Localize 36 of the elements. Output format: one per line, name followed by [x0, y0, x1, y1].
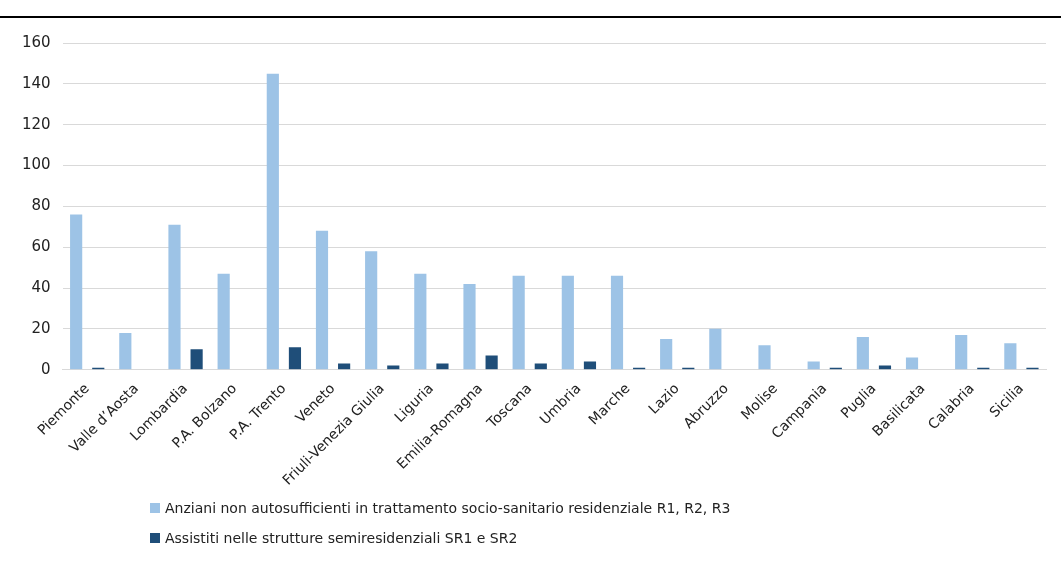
bar — [856, 337, 869, 370]
bar — [709, 328, 722, 370]
legend-label: Assistiti nelle strutture semiresidenziali SR1 e SR2 — [165, 530, 518, 546]
bar — [266, 73, 279, 370]
bar — [807, 361, 820, 370]
bar — [436, 363, 449, 370]
bar — [583, 361, 597, 370]
bar — [315, 230, 329, 370]
y-tick-label: 160 — [21, 32, 51, 51]
y-tick-label: 80 — [31, 196, 51, 215]
bar — [365, 251, 378, 370]
y-tick-label: 20 — [31, 318, 51, 337]
bar — [512, 275, 525, 370]
y-tick-label: 40 — [31, 277, 51, 296]
y-tick-label: 140 — [21, 73, 51, 92]
bar — [905, 357, 919, 370]
bar — [168, 224, 181, 370]
bar — [758, 345, 771, 370]
y-tick-label: 60 — [31, 237, 51, 256]
bar — [955, 334, 968, 370]
y-tick-label: 120 — [21, 114, 51, 133]
bar — [217, 273, 230, 370]
legend-label: Anziani non autosufficienti in trattamento socio-sanitario residenziale R1, R2, R3 — [165, 500, 731, 516]
bar — [463, 283, 476, 370]
y-tick-label: 0 — [41, 359, 51, 378]
bar — [190, 349, 203, 370]
bar — [660, 339, 673, 370]
bar — [288, 347, 302, 370]
bar — [485, 355, 498, 370]
bar — [414, 273, 427, 370]
bar — [561, 275, 574, 370]
y-tick-label: 100 — [21, 155, 51, 174]
bar — [70, 214, 83, 370]
bar — [1004, 343, 1017, 370]
bar — [610, 275, 624, 370]
bar — [119, 332, 132, 370]
